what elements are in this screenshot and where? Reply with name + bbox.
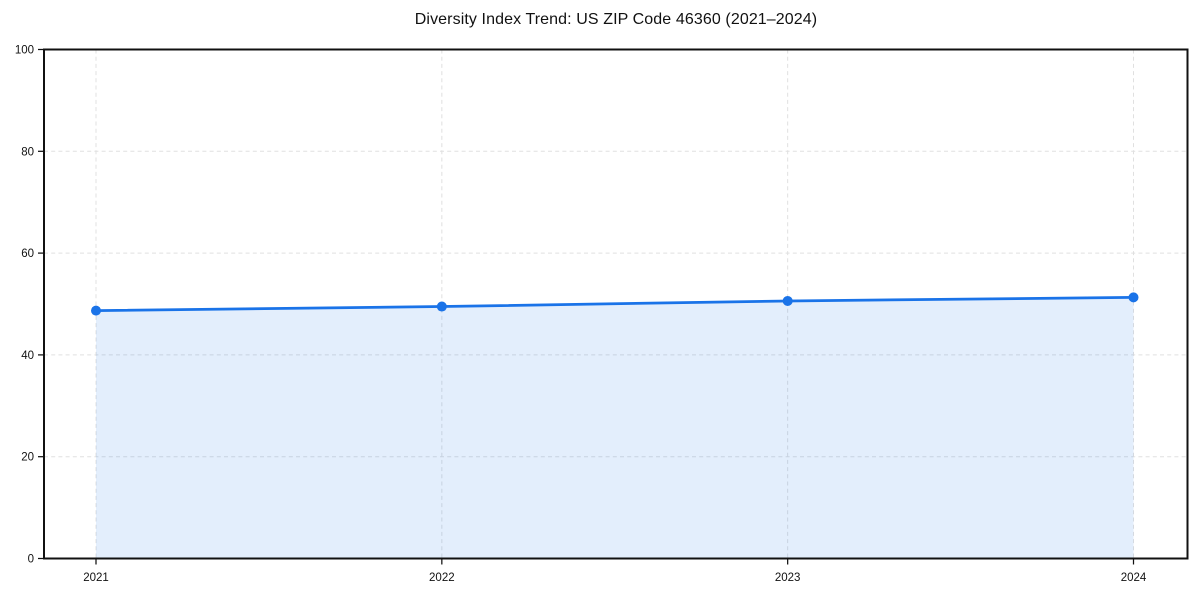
y-tick-label: 40 — [21, 350, 34, 362]
data-point-2022 — [436, 301, 447, 312]
area-fill — [96, 297, 1134, 559]
data-point-2023 — [782, 295, 793, 306]
trend-line — [94, 296, 1135, 312]
y-tick-label: 100 — [15, 45, 34, 57]
x-tick-label: 2023 — [775, 572, 801, 584]
chart-title: Diversity Index Trend: US ZIP Code 46360… — [414, 11, 818, 28]
x-tick-label: 2024 — [1121, 572, 1147, 584]
y-tick-label: 0 — [28, 554, 34, 566]
y-tick-label: 60 — [21, 248, 34, 260]
x-tick-label: 2021 — [83, 572, 109, 584]
data-point-2021 — [91, 305, 101, 316]
y-tick-label: 20 — [21, 452, 34, 464]
data-point-2024 — [1128, 292, 1139, 303]
plot-border — [43, 48, 1189, 560]
x-tick-label: 2022 — [429, 572, 455, 584]
y-tick-label: 80 — [21, 146, 34, 158]
